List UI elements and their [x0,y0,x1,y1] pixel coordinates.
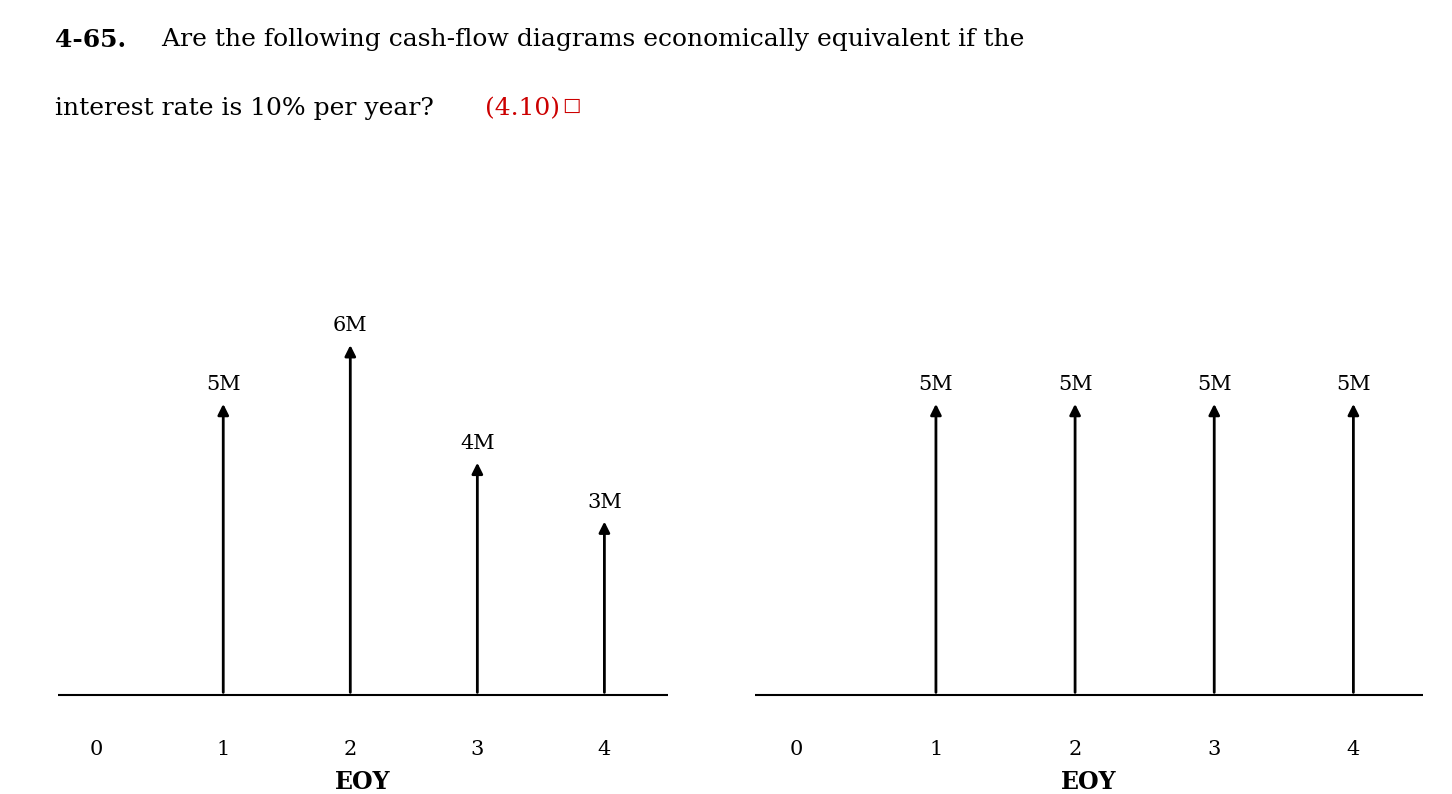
X-axis label: EOY: EOY [1061,770,1117,794]
Text: interest rate is 10% per year?: interest rate is 10% per year? [55,97,441,120]
Text: 5M: 5M [206,375,241,394]
Text: 5M: 5M [1059,375,1092,394]
Text: 4-65.: 4-65. [55,28,126,52]
X-axis label: EOY: EOY [335,770,391,794]
Text: 5M: 5M [1336,375,1371,394]
Text: □: □ [562,97,581,115]
Text: Are the following cash-flow diagrams economically equivalent if the: Are the following cash-flow diagrams eco… [154,28,1024,51]
Text: 3M: 3M [587,493,621,511]
Text: 4M: 4M [460,434,495,453]
Text: 5M: 5M [919,375,953,394]
Text: (4.10): (4.10) [485,97,560,120]
Text: 5M: 5M [1196,375,1231,394]
Text: 6M: 6M [333,316,367,335]
